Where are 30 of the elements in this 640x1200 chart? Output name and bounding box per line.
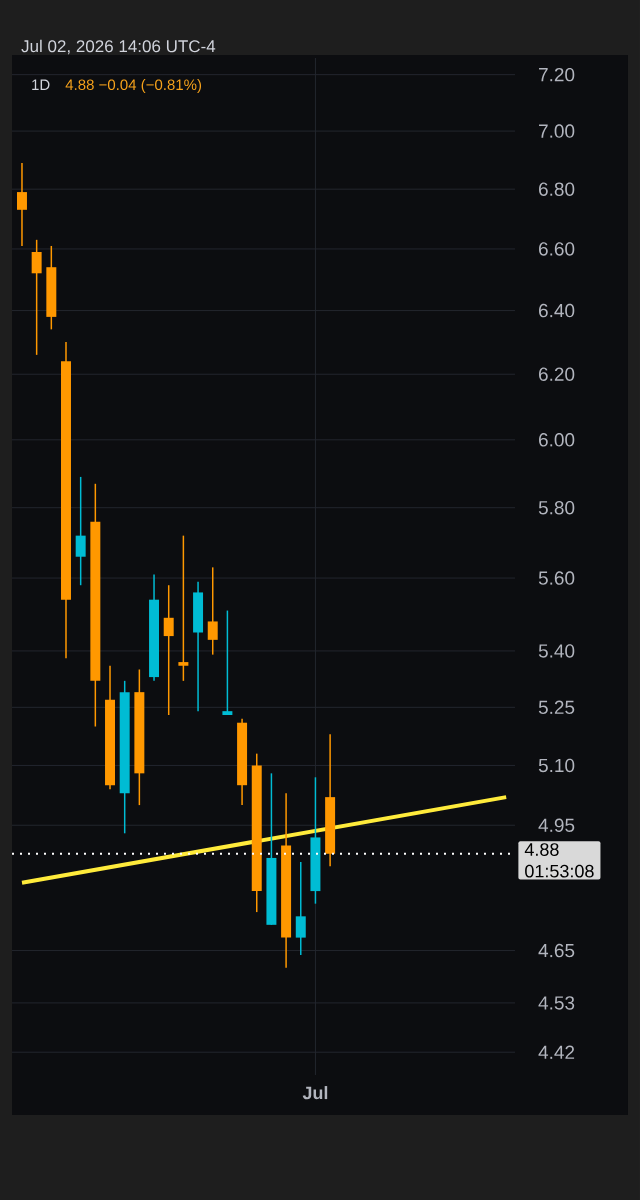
annotation: 4.88 −0.04 (−0.81%)	[65, 79, 202, 93]
y-tick-label: 6.00	[539, 433, 575, 447]
y-tick-label: 7.20	[539, 67, 575, 82]
y-tick-label: 6.60	[539, 242, 575, 256]
text: 1D	[32, 79, 50, 90]
y-tick-label: 6.20	[539, 367, 575, 381]
chart-title: Jul 02, 2026 14:06 UTC-4	[21, 39, 216, 55]
y-tick-label: 4.65	[538, 943, 575, 958]
candlestick	[207, 566, 218, 656]
candlestick	[222, 609, 233, 716]
y-tick-label: 4.53	[538, 996, 575, 1010]
y-tick-label: 4.95	[538, 818, 575, 832]
y-tick-label: 6.40	[539, 303, 575, 318]
y-tick-label: 6.80	[539, 182, 575, 196]
y-tick-label: 5.25	[538, 700, 575, 715]
y-tick-label: 5.10	[538, 758, 575, 773]
x-tick-label: Jul	[302, 1086, 328, 1100]
y-tick-label: 5.40	[538, 644, 575, 658]
candlestick	[163, 584, 174, 716]
candlestick	[31, 239, 42, 356]
candlestick	[295, 861, 306, 956]
y-tick-label: 7.00	[539, 124, 575, 138]
y-tick-label: 4.42	[538, 1045, 575, 1059]
ref-line-label: 4.88	[524, 843, 559, 856]
y-tick-label: 5.80	[538, 500, 575, 515]
candlestick	[16, 162, 27, 247]
candlestick	[75, 476, 86, 586]
text: 01:53:08	[525, 864, 594, 878]
y-tick-label: 5.60	[538, 571, 575, 585]
candlestick	[178, 534, 189, 682]
